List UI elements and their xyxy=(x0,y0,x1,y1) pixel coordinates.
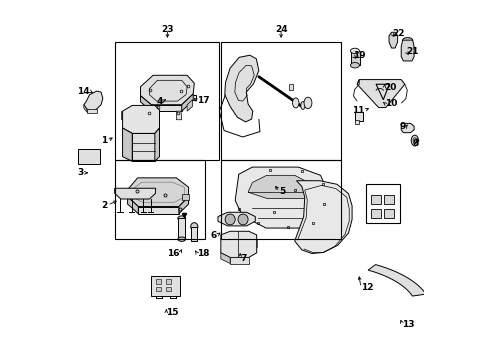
Bar xyxy=(165,95,173,102)
Polygon shape xyxy=(140,75,194,105)
Polygon shape xyxy=(400,40,413,61)
Text: 24: 24 xyxy=(274,25,287,34)
Ellipse shape xyxy=(224,214,235,225)
Polygon shape xyxy=(132,134,155,161)
Text: 14: 14 xyxy=(77,86,89,95)
Polygon shape xyxy=(179,197,188,214)
Polygon shape xyxy=(127,197,138,214)
Bar xyxy=(253,240,257,247)
Polygon shape xyxy=(235,167,326,228)
Polygon shape xyxy=(388,32,397,48)
Text: 11: 11 xyxy=(351,105,364,114)
Polygon shape xyxy=(176,111,182,120)
Bar xyxy=(221,42,341,160)
Bar xyxy=(190,95,195,100)
Text: 22: 22 xyxy=(391,29,404,38)
Polygon shape xyxy=(356,80,404,108)
Ellipse shape xyxy=(190,223,198,230)
Text: 8: 8 xyxy=(411,139,418,148)
Bar xyxy=(288,84,292,90)
Polygon shape xyxy=(221,253,230,264)
Text: 6: 6 xyxy=(210,231,216,240)
Bar xyxy=(155,287,160,291)
Polygon shape xyxy=(294,181,351,253)
Bar xyxy=(366,184,400,223)
Text: 19: 19 xyxy=(352,51,365,60)
Polygon shape xyxy=(367,265,425,296)
Text: 2: 2 xyxy=(101,201,107,210)
Text: 10: 10 xyxy=(385,99,397,108)
Bar xyxy=(151,276,180,296)
Ellipse shape xyxy=(350,48,359,54)
Ellipse shape xyxy=(300,102,305,109)
Ellipse shape xyxy=(410,135,418,146)
Polygon shape xyxy=(142,111,147,120)
Bar xyxy=(384,209,394,218)
Text: 15: 15 xyxy=(166,308,179,317)
Text: 7: 7 xyxy=(240,254,246,263)
Polygon shape xyxy=(400,123,413,133)
Text: 18: 18 xyxy=(197,249,209,258)
Bar xyxy=(354,112,362,121)
Text: 4: 4 xyxy=(156,96,163,105)
Text: 3: 3 xyxy=(78,168,83,177)
Polygon shape xyxy=(122,105,159,134)
Bar xyxy=(370,195,380,204)
Bar xyxy=(166,279,171,284)
Bar xyxy=(191,226,197,241)
Bar xyxy=(354,121,358,124)
Polygon shape xyxy=(247,175,313,199)
Polygon shape xyxy=(151,105,182,111)
Ellipse shape xyxy=(292,98,298,108)
Polygon shape xyxy=(224,55,258,122)
Ellipse shape xyxy=(350,63,359,68)
Bar xyxy=(115,160,204,239)
Ellipse shape xyxy=(402,38,412,42)
Bar xyxy=(166,287,171,291)
Polygon shape xyxy=(230,257,248,264)
Text: 20: 20 xyxy=(384,83,396,92)
Text: 13: 13 xyxy=(402,320,414,329)
Bar xyxy=(115,42,219,160)
Bar xyxy=(178,219,185,239)
Polygon shape xyxy=(155,128,159,161)
Text: 9: 9 xyxy=(399,122,405,131)
Polygon shape xyxy=(187,100,192,111)
Polygon shape xyxy=(83,91,102,111)
Polygon shape xyxy=(138,207,179,214)
Polygon shape xyxy=(221,231,256,257)
Ellipse shape xyxy=(238,214,247,225)
Polygon shape xyxy=(86,109,97,113)
Text: 17: 17 xyxy=(197,96,209,105)
Text: 16: 16 xyxy=(167,249,180,258)
Polygon shape xyxy=(115,188,155,199)
Text: 23: 23 xyxy=(161,25,173,34)
Bar xyxy=(384,195,394,204)
Ellipse shape xyxy=(178,216,185,221)
Text: 1: 1 xyxy=(101,136,107,145)
Bar xyxy=(370,209,380,218)
Bar xyxy=(121,111,125,119)
Text: 12: 12 xyxy=(360,283,373,292)
Polygon shape xyxy=(218,212,255,226)
Ellipse shape xyxy=(304,97,311,109)
Text: 21: 21 xyxy=(406,47,418,56)
Ellipse shape xyxy=(178,237,185,241)
Bar xyxy=(78,149,100,164)
Polygon shape xyxy=(127,178,188,207)
Polygon shape xyxy=(182,194,188,201)
Polygon shape xyxy=(140,96,151,111)
Bar xyxy=(350,51,359,65)
Polygon shape xyxy=(182,94,193,111)
Bar xyxy=(134,114,152,125)
Text: 5: 5 xyxy=(279,187,285,196)
Bar xyxy=(221,160,341,239)
Bar xyxy=(155,279,160,284)
Polygon shape xyxy=(122,128,132,161)
Polygon shape xyxy=(83,105,87,113)
